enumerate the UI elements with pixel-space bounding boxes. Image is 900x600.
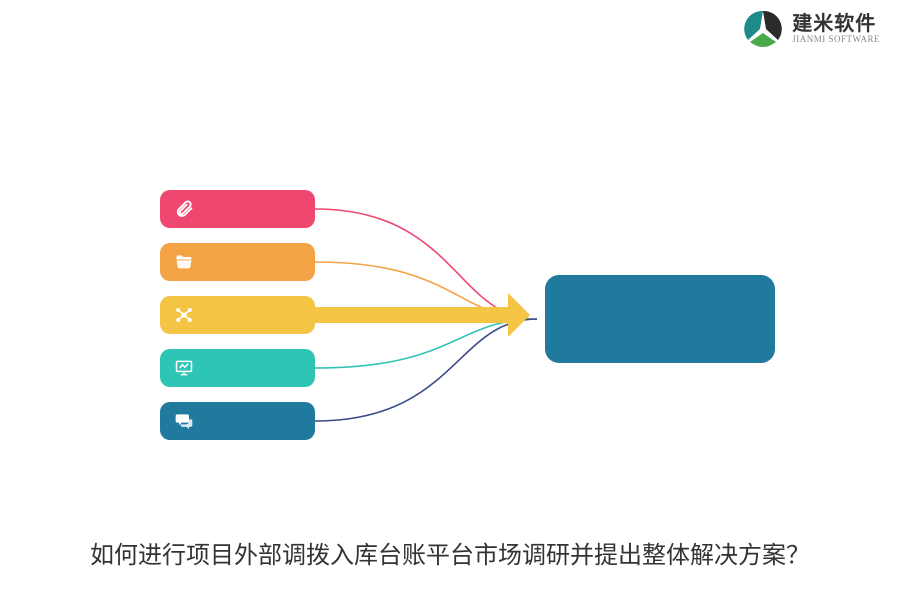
source-node-n2 bbox=[160, 243, 315, 281]
connector-n4 bbox=[315, 319, 537, 368]
caption-text: 如何进行项目外部调拨入库台账平台市场调研并提出整体解决方案？ bbox=[0, 535, 900, 570]
paperclip-icon bbox=[174, 199, 194, 219]
main-arrow-head bbox=[508, 293, 530, 337]
network-icon bbox=[174, 305, 194, 325]
source-node-n3 bbox=[160, 296, 315, 334]
source-node-n4 bbox=[160, 349, 315, 387]
connector-n1 bbox=[315, 209, 537, 319]
chat-icon bbox=[174, 411, 194, 431]
source-node-n5 bbox=[160, 402, 315, 440]
source-node-n1 bbox=[160, 190, 315, 228]
main-arrow-shaft bbox=[315, 307, 512, 323]
folder-icon bbox=[174, 252, 194, 272]
flow-diagram bbox=[0, 0, 900, 600]
target-node bbox=[545, 275, 775, 363]
board-icon bbox=[174, 358, 194, 378]
connector-n5 bbox=[315, 319, 537, 421]
